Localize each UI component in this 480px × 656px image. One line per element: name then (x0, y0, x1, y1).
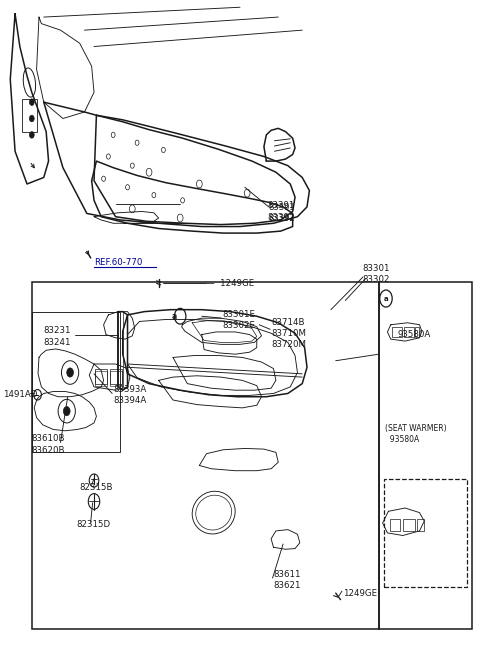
Circle shape (29, 115, 34, 122)
Text: 93580A: 93580A (398, 330, 431, 339)
Text: (SEAT WARMER)
  93580A: (SEAT WARMER) 93580A (385, 424, 447, 444)
Text: 82315B: 82315B (80, 483, 113, 491)
Bar (96, 371, 108, 386)
Text: 83393A
83394A: 83393A 83394A (113, 384, 146, 405)
Text: 83391
83392: 83391 83392 (269, 203, 295, 223)
Circle shape (67, 368, 73, 377)
Text: —  1249GE: — 1249GE (206, 279, 255, 288)
Text: 83301E
83302E: 83301E 83302E (222, 310, 255, 330)
Text: a: a (384, 296, 388, 302)
Bar (379, 282, 472, 629)
Bar (417, 519, 424, 531)
Text: 83714B
83710M
83720M: 83714B 83710M 83720M (271, 318, 306, 349)
Text: 83610B
83620B: 83610B 83620B (32, 434, 65, 455)
Text: a: a (171, 312, 177, 321)
Text: 83231
83241: 83231 83241 (44, 327, 71, 346)
Circle shape (29, 132, 34, 138)
Bar (404, 327, 414, 337)
Text: 83301
83302: 83301 83302 (362, 264, 390, 284)
Bar (110, 371, 122, 386)
Bar (415, 327, 420, 337)
Bar (32, 312, 120, 453)
Bar (392, 327, 402, 337)
Text: 83611
83621: 83611 83621 (274, 570, 301, 590)
Text: REF.60-770: REF.60-770 (94, 258, 143, 267)
Text: 82315D: 82315D (76, 520, 110, 529)
Bar (110, 369, 122, 384)
Text: 83391
83392: 83391 83392 (268, 201, 295, 222)
Text: 1249GE: 1249GE (343, 588, 377, 598)
Bar (22, 99, 36, 132)
Bar (96, 369, 108, 384)
Text: 1491AD: 1491AD (3, 390, 37, 400)
Circle shape (29, 99, 34, 106)
Bar (384, 479, 468, 586)
Bar (403, 519, 415, 531)
Bar (32, 282, 379, 629)
Circle shape (63, 407, 70, 416)
Bar (390, 519, 400, 531)
